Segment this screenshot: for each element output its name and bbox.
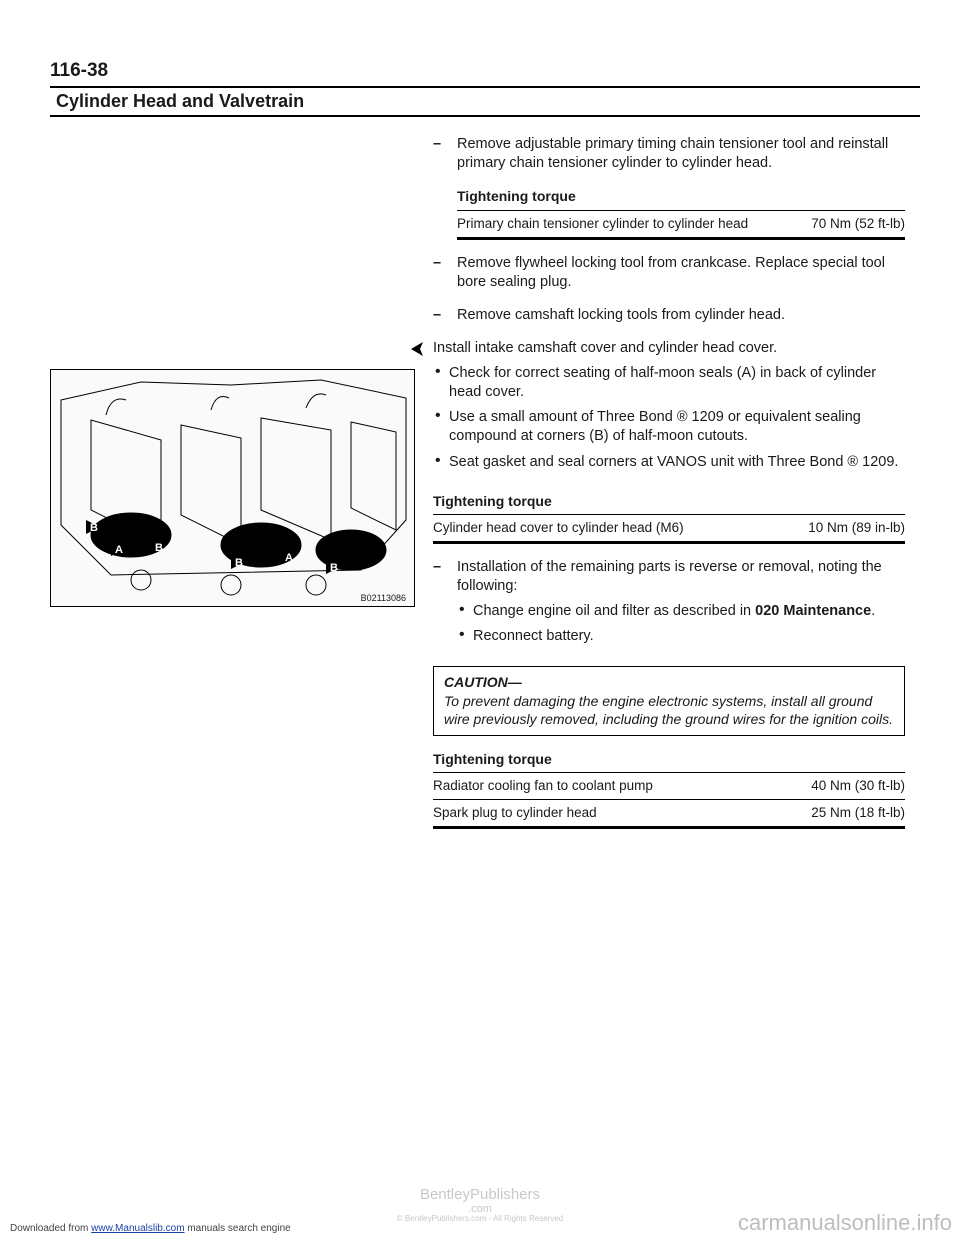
step-marker: – [433,135,457,173]
torque-row: Spark plug to cylinder head 25 Nm (18 ft… [433,799,905,826]
torque-desc: Radiator cooling fan to coolant pump [433,777,653,795]
publisher-watermark: BentleyPublishers .com © BentleyPublishe… [397,1187,563,1224]
sub-bullet: Check for correct seating of half-moon s… [433,364,905,402]
procedure-step: – Remove adjustable primary timing chain… [433,135,905,173]
sub-bullet: Use a small amount of Three Bond ® 1209 … [433,408,905,446]
torque-row: Primary chain tensioner cylinder to cyli… [457,211,905,237]
sub-bullet: Reconnect battery. [457,627,905,646]
step-text: Installation of the remaining parts is r… [457,559,882,594]
caution-text: To prevent damaging the engine electroni… [444,693,893,727]
manualslib-link[interactable]: www.Manualslib.com [91,1223,184,1234]
step-marker: – [433,254,457,292]
svg-text:B: B [155,542,163,554]
text-column: – Remove adjustable primary timing chain… [433,135,905,843]
torque-value: 40 Nm (30 ft-lb) [811,777,905,795]
caution-box: CAUTION— To prevent damaging the engine … [433,666,905,735]
section-header: Cylinder Head and Valvetrain [50,86,920,117]
caution-title: CAUTION— [444,674,522,690]
torque-spec: Tightening torque Cylinder head cover to… [433,492,905,544]
svg-text:A: A [115,544,123,556]
procedure-step: – Remove camshaft locking tools from cyl… [433,306,905,325]
step-text: Remove camshaft locking tools from cylin… [457,306,905,325]
sub-bullet: Change engine oil and filter as describe… [457,602,905,621]
torque-row: Cylinder head cover to cylinder head (M6… [433,515,905,541]
torque-value: 10 Nm (89 in-lb) [808,519,905,537]
procedure-step-arrow: Install intake camshaft cover and cylind… [409,339,905,478]
page-number: 116-38 [50,60,920,82]
section-title: Cylinder Head and Valvetrain [56,91,304,111]
svg-text:B: B [235,557,243,569]
step-text: Remove flywheel locking tool from crankc… [457,254,905,292]
step-text: Remove adjustable primary timing chain t… [457,135,905,173]
torque-spec: Tightening torque Primary chain tensione… [457,187,905,239]
svg-text:B: B [90,522,98,534]
figure-column: B A B B A B B02113086 [50,135,415,843]
torque-desc: Spark plug to cylinder head [433,804,597,822]
figure-id: B02113086 [361,593,406,603]
technical-illustration: B A B B A B B02113086 [50,369,415,607]
torque-desc: Cylinder head cover to cylinder head (M6… [433,519,684,537]
torque-row: Radiator cooling fan to coolant pump 40 … [433,773,905,799]
torque-title: Tightening torque [433,492,905,510]
torque-title: Tightening torque [457,187,905,205]
torque-value: 70 Nm (52 ft-lb) [811,215,905,233]
step-text: Install intake camshaft cover and cylind… [433,340,777,356]
download-watermark: Downloaded from www.Manualslib.com manua… [10,1223,291,1234]
sub-bullet: Seat gasket and seal corners at VANOS un… [433,453,905,472]
step-marker: – [433,306,457,325]
procedure-step: – Installation of the remaining parts is… [433,558,905,653]
torque-value: 25 Nm (18 ft-lb) [811,804,905,822]
torque-spec: Tightening torque Radiator cooling fan t… [433,750,905,829]
site-watermark: carmanualsonline.info [738,1210,952,1236]
svg-text:B: B [330,562,338,574]
svg-text:A: A [285,552,293,564]
torque-title: Tightening torque [433,750,905,768]
step-marker: – [433,558,457,653]
torque-desc: Primary chain tensioner cylinder to cyli… [457,215,748,233]
procedure-step: – Remove flywheel locking tool from cran… [433,254,905,292]
